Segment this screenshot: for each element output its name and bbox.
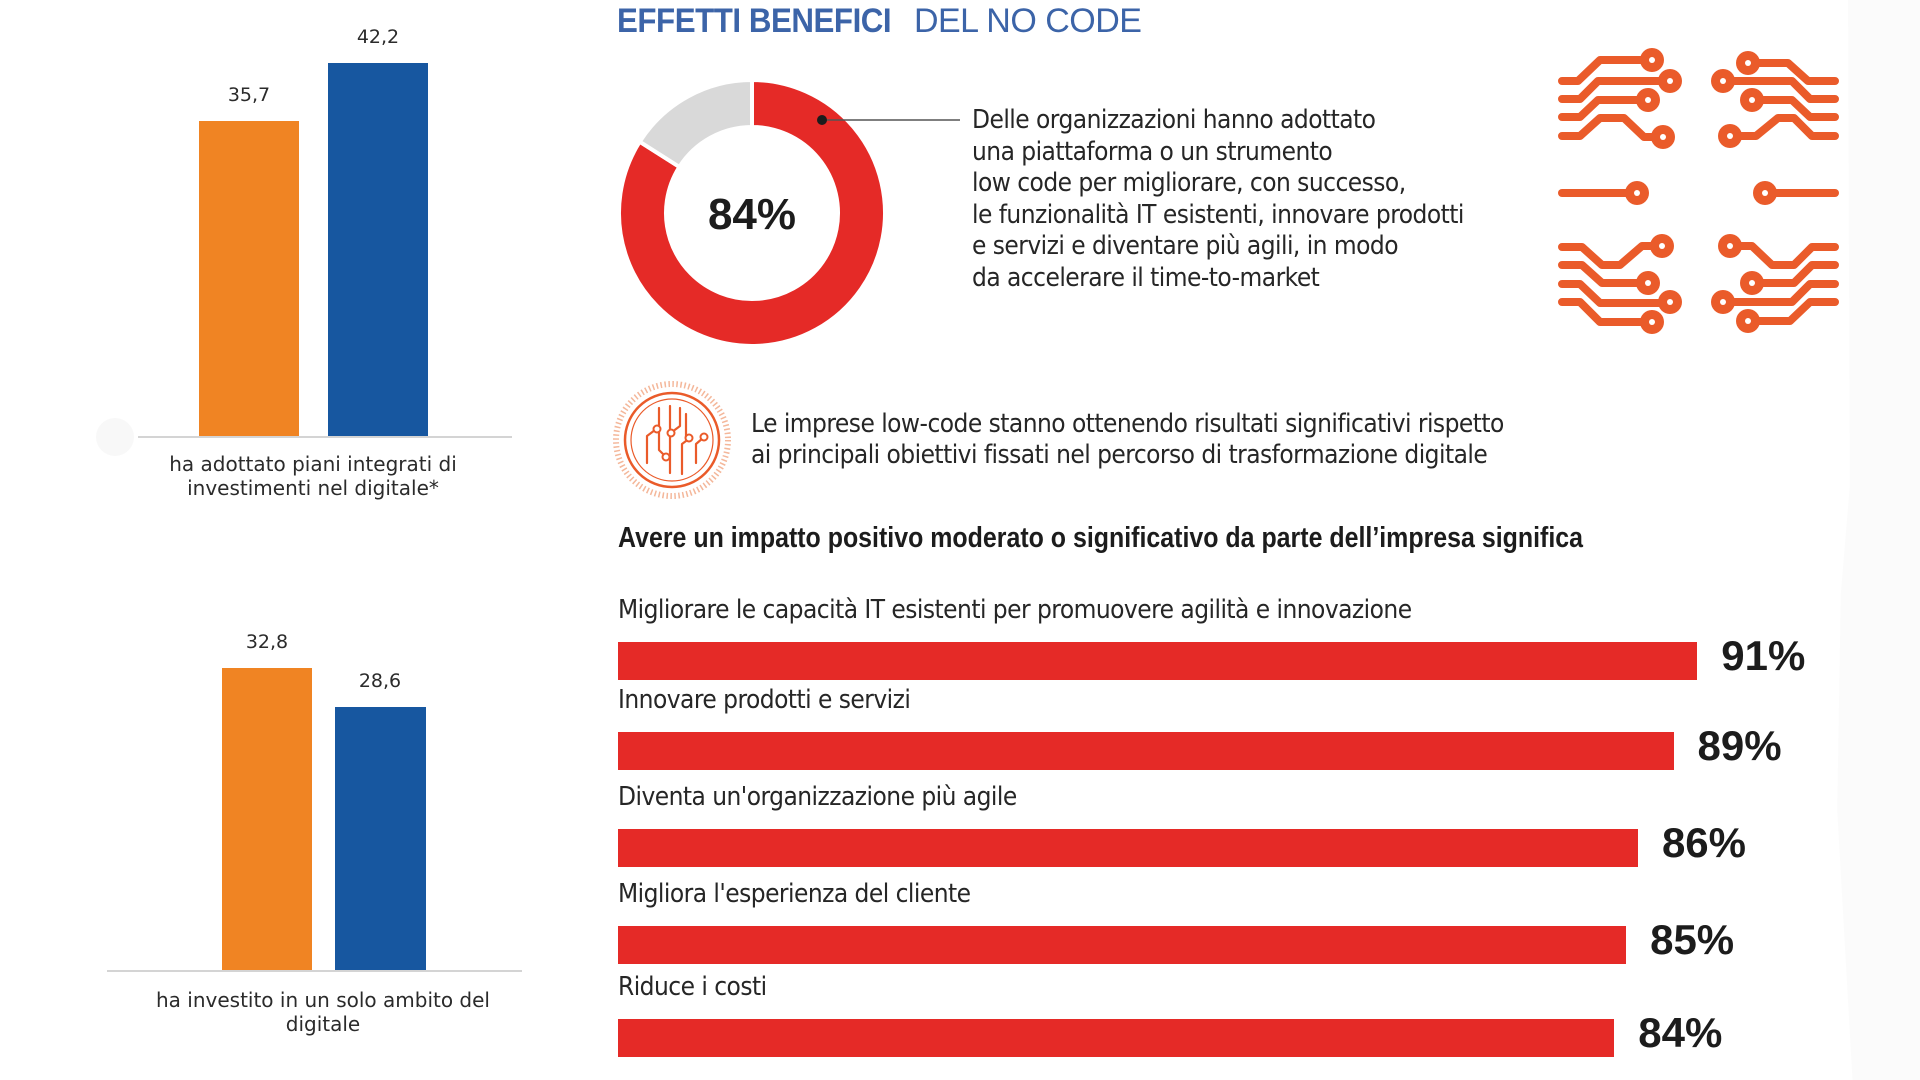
bar-category-label: Diventa un'organizzazione più agile xyxy=(618,782,1017,812)
intro-line: ai principali obiettivi fissati nel perc… xyxy=(751,440,1488,470)
page-title: EFFETTI BENEFICI DEL NO CODE xyxy=(617,2,1142,41)
bar-value-label: 89% xyxy=(1697,722,1782,769)
description-line: una piattaforma o un strumento xyxy=(972,136,1333,167)
donut-center-value: 84% xyxy=(707,190,797,239)
bar-value-label: 86% xyxy=(1661,819,1747,866)
bar-category-label: Migliora l'esperienza del cliente xyxy=(618,879,971,909)
bar xyxy=(618,642,1698,680)
background-shape xyxy=(1837,0,1920,1080)
bar-orange xyxy=(199,120,299,437)
bar xyxy=(618,926,1627,964)
bar-orange xyxy=(222,667,312,971)
bar-category-label: Migliorare le capacità IT esistenti per … xyxy=(618,595,1412,625)
category-label: ha investito in un solo ambito del digit… xyxy=(113,988,533,1036)
title-bold: EFFETTI BENEFICI xyxy=(617,2,892,40)
category-label-line: ha adottato piani integrati di xyxy=(169,452,457,476)
category-label-line: digitale xyxy=(285,1012,361,1036)
circuit-badge-icon xyxy=(613,381,731,499)
bar-category-label: Innovare prodotti e servizi xyxy=(618,685,911,715)
description-line: da accelerare il time-to-market xyxy=(972,262,1320,293)
intro-text: Le imprese low-code stanno ottenendo ris… xyxy=(751,409,1587,471)
description-line: low code per migliorare, con successo, xyxy=(972,168,1406,198)
description-line: le funzionalità IT esistenti, innovare p… xyxy=(972,199,1464,230)
bar-value-label: 35,7 xyxy=(227,84,271,106)
title-light: DEL NO CODE xyxy=(913,2,1142,40)
section-heading: Avere un impatto positivo moderato o sig… xyxy=(618,522,1584,554)
bar xyxy=(618,829,1638,867)
bar xyxy=(618,1019,1615,1057)
x-axis-line xyxy=(107,970,522,972)
bar-blue xyxy=(328,63,428,437)
bar-value-label: 28,6 xyxy=(358,670,402,692)
bar-value-label: 84% xyxy=(1638,1009,1723,1056)
category-label-line: ha investito in un solo ambito del xyxy=(155,988,490,1012)
donut-slice xyxy=(636,77,754,170)
bar-category-label: Riduce i costi xyxy=(618,972,767,1002)
category-label: ha adottato piani integrati di investime… xyxy=(103,452,523,500)
bar-value-label: 42,2 xyxy=(356,26,400,48)
callout-dot xyxy=(817,115,827,125)
bar-value-label: 85% xyxy=(1650,916,1735,963)
x-axis-line xyxy=(138,436,512,438)
donut-chart xyxy=(617,77,960,348)
bar xyxy=(618,732,1674,770)
category-label-line: investimenti nel digitale* xyxy=(187,476,439,500)
donut-slice xyxy=(617,77,887,348)
description-line: e servizi e diventare più agili, in modo xyxy=(972,231,1399,261)
intro-line: Le imprese low-code stanno ottenendo ris… xyxy=(751,409,1504,439)
circuit-board-icon xyxy=(1558,48,1839,334)
bar-value-label: 91% xyxy=(1721,632,1806,679)
donut-description: Delle organizzazioni hanno adottato una … xyxy=(972,105,1519,294)
bar-value-label: 32,8 xyxy=(245,631,289,653)
description-line: Delle organizzazioni hanno adottato xyxy=(972,105,1376,135)
decorative-circle xyxy=(96,418,134,456)
bar-blue xyxy=(335,706,426,971)
